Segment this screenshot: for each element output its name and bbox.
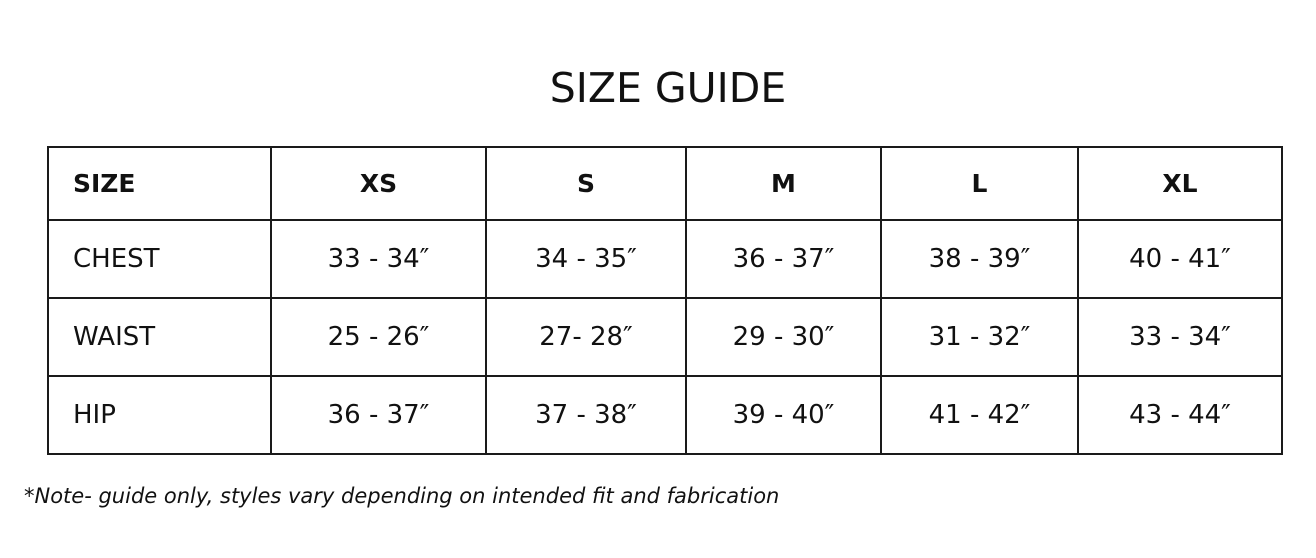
table-cell: 31 - 32″: [880, 297, 1079, 377]
header-m: M: [685, 146, 882, 221]
header-size: SIZE: [47, 146, 272, 221]
table-cell: 33 - 34″: [270, 219, 487, 299]
row-label: HIP: [47, 375, 272, 455]
table-cell: 36 - 37″: [685, 219, 882, 299]
table-cell: 38 - 39″: [880, 219, 1079, 299]
page-title: SIZE GUIDE: [549, 64, 787, 112]
table-row-hip: HIP 36 - 37″ 37 - 38″ 39 - 40″ 41 - 42″ …: [47, 375, 1283, 455]
header-xs: XS: [270, 146, 487, 221]
header-s: S: [485, 146, 687, 221]
table-cell: 33 - 34″: [1077, 297, 1283, 377]
table-cell: 29 - 30″: [685, 297, 882, 377]
header-xl: XL: [1077, 146, 1283, 221]
table-row-waist: WAIST 25 - 26″ 27- 28″ 29 - 30″ 31 - 32″…: [47, 297, 1283, 377]
row-label: WAIST: [47, 297, 272, 377]
row-label: CHEST: [47, 219, 272, 299]
table-header-row: SIZE XS S M L XL: [47, 146, 1283, 221]
footnote: *Note- guide only, styles vary depending…: [24, 484, 780, 508]
table-cell: 37 - 38″: [485, 375, 687, 455]
header-l: L: [880, 146, 1079, 221]
table-cell: 36 - 37″: [270, 375, 487, 455]
table-row-chest: CHEST 33 - 34″ 34 - 35″ 36 - 37″ 38 - 39…: [47, 219, 1283, 299]
table-cell: 34 - 35″: [485, 219, 687, 299]
table-cell: 43 - 44″: [1077, 375, 1283, 455]
table-cell: 25 - 26″: [270, 297, 487, 377]
table-cell: 41 - 42″: [880, 375, 1079, 455]
size-table: SIZE XS S M L XL CHEST 33 - 34″ 34 - 35″…: [47, 146, 1283, 455]
table-cell: 40 - 41″: [1077, 219, 1283, 299]
table-cell: 39 - 40″: [685, 375, 882, 455]
table-cell: 27- 28″: [485, 297, 687, 377]
